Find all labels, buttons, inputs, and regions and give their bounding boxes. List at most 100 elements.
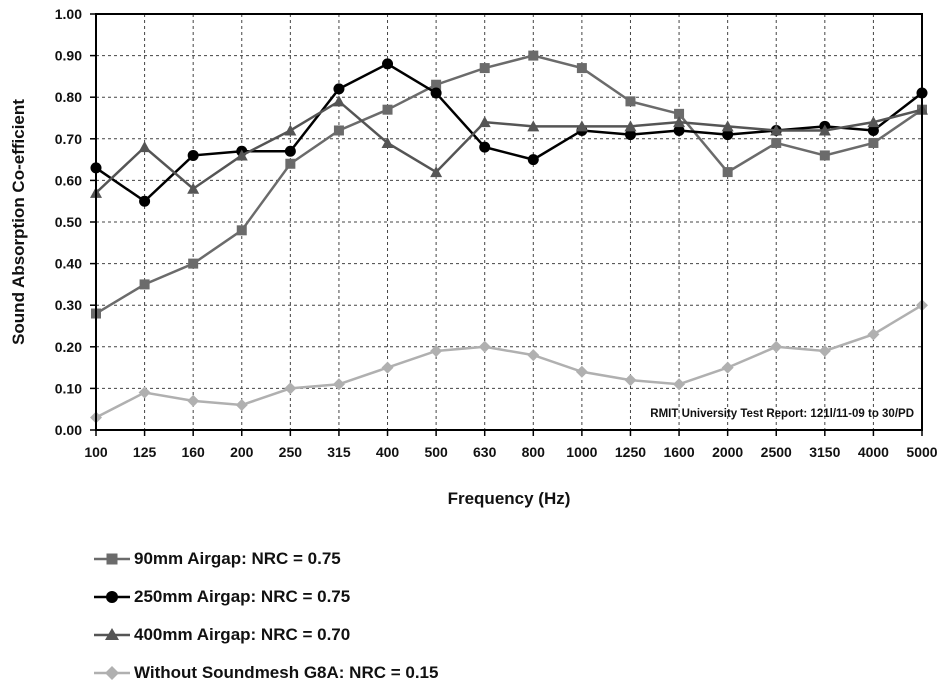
triangle-point: [478, 116, 491, 128]
circle-point: [187, 149, 199, 161]
circle-point: [867, 124, 879, 136]
y-tick-label: 0.70: [55, 131, 82, 147]
x-tick-label: 315: [327, 444, 351, 460]
circle-point: [479, 141, 491, 153]
y-tick-label: 0.00: [55, 422, 82, 438]
circle-point: [382, 58, 394, 70]
triangle-point: [138, 141, 151, 153]
x-tick-label: 2500: [761, 444, 792, 460]
y-tick-label: 0.10: [55, 380, 82, 396]
square-point: [188, 258, 199, 269]
x-tick-label: 160: [181, 444, 205, 460]
legend: 90mm Airgap: NRC = 0.75 250mm Airgap: NR…: [92, 540, 438, 692]
diamond-point: [430, 344, 443, 357]
circle-point: [624, 129, 636, 141]
circle-point: [527, 154, 539, 166]
legend-label-90mm: 90mm Airgap: NRC = 0.75: [134, 549, 341, 568]
y-tick-labels: 0.00 0.10 0.20 0.30 0.40 0.50 0.60 0.70 0.80 0.90…: [55, 6, 96, 438]
y-tick-label: 0.50: [55, 214, 82, 230]
legend-label-400mm: 400mm Airgap: NRC = 0.70: [134, 625, 351, 644]
x-tick-label: 1000: [566, 444, 597, 460]
series-line: [95, 54, 923, 315]
circle-marker-icon: [94, 591, 130, 603]
x-tick-label: 3150: [809, 444, 840, 460]
x-tick-label: 800: [522, 444, 546, 460]
x-tick-label: 500: [424, 444, 448, 460]
y-axis-title: Sound Absorption Co-efficient: [9, 99, 28, 345]
diamond-point: [332, 378, 345, 391]
square-point: [479, 63, 490, 74]
y-tick-label: 0.90: [55, 48, 82, 64]
series-2: [90, 95, 928, 198]
diamond-point: [867, 328, 880, 341]
circle-point: [722, 129, 734, 141]
y-tick-label: 0.80: [55, 89, 82, 105]
x-tick-label: 400: [376, 444, 400, 460]
triangle-point: [867, 116, 880, 128]
legend-item-without: Without Soundmesh G8A: NRC = 0.15: [92, 654, 438, 692]
triangle-point: [284, 124, 297, 136]
square-point: [868, 137, 879, 148]
square-point: [625, 96, 636, 107]
x-tick-label: 1600: [663, 444, 694, 460]
x-axis-title: Frequency (Hz): [448, 489, 571, 508]
diamond-point: [770, 340, 783, 353]
x-tick-label: 1250: [615, 444, 646, 460]
legend-label-without: Without Soundmesh G8A: NRC = 0.15: [134, 663, 439, 682]
square-point: [382, 104, 393, 115]
diamond-point: [624, 374, 637, 387]
triangle-point: [818, 124, 831, 136]
triangle-point: [624, 120, 637, 132]
diamond-point: [575, 365, 588, 378]
series-lines: [90, 50, 928, 424]
legend-label-250mm: 250mm Airgap: NRC = 0.75: [134, 587, 351, 606]
legend-item-400mm: 400mm Airgap: NRC = 0.70: [92, 616, 438, 654]
y-tick-label: 0.60: [55, 172, 82, 188]
x-tick-label: 200: [230, 444, 254, 460]
triangle-point: [381, 136, 394, 148]
circle-point: [673, 124, 685, 136]
circle-point: [284, 145, 296, 157]
square-point: [528, 50, 539, 61]
triangle-point: [332, 95, 345, 107]
triangle-point: [430, 166, 443, 178]
y-tick-label: 0.20: [55, 339, 82, 355]
square-marker-icon: [94, 553, 130, 565]
x-tick-label: 2000: [712, 444, 743, 460]
x-tick-label: 250: [279, 444, 303, 460]
x-tick-labels: 100 125 160 200 250 315 400 500 630 800 1000 1250 16…: [84, 430, 938, 460]
x-tick-label: 5000: [906, 444, 937, 460]
x-tick-label: 4000: [858, 444, 889, 460]
line-chart: 0.00 0.10 0.20 0.30 0.40 0.50 0.60 0.70 0.80 0.90…: [9, 6, 938, 508]
square-point: [819, 150, 830, 161]
diamond-point: [235, 399, 248, 412]
diamond-point: [818, 344, 831, 357]
series-line: [95, 99, 923, 194]
triangle-point: [770, 124, 783, 136]
diamond-point: [527, 349, 540, 362]
y-tick-label: 1.00: [55, 6, 82, 22]
square-point: [722, 167, 733, 178]
diamond-point: [138, 386, 151, 399]
series-0: [91, 50, 927, 319]
diamond-point: [381, 361, 394, 374]
circle-point: [139, 195, 151, 207]
square-point: [674, 108, 685, 119]
diamond-point: [478, 340, 491, 353]
triangle-point: [187, 182, 200, 194]
square-point: [333, 125, 344, 136]
plot-frame: [95, 13, 923, 431]
y-tick-label: 0.40: [55, 256, 82, 272]
legend-item-90mm: 90mm Airgap: NRC = 0.75: [92, 540, 438, 578]
series-1: [90, 58, 928, 207]
circle-point: [333, 83, 345, 95]
square-point: [139, 279, 150, 290]
circle-point: [430, 87, 442, 99]
triangle-marker-icon: [94, 628, 130, 640]
diamond-point: [721, 361, 734, 374]
square-point: [431, 79, 442, 90]
triangle-point: [235, 149, 248, 161]
triangle-point: [575, 120, 588, 132]
diamond-point: [673, 378, 686, 391]
square-point: [285, 158, 296, 169]
